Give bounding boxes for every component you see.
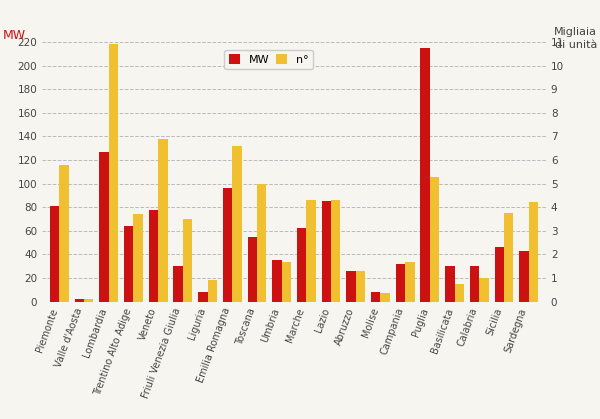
Bar (520, 251, 529, 302)
Bar (445, 266, 455, 302)
Bar (183, 219, 192, 302)
Bar (272, 260, 281, 302)
Bar (59, 165, 68, 302)
Bar (396, 264, 405, 302)
Bar (405, 261, 415, 302)
Bar (380, 293, 390, 302)
Text: Migliaia: Migliaia (554, 27, 597, 37)
Bar (100, 152, 109, 302)
Bar (331, 200, 340, 302)
Text: MW: MW (3, 29, 26, 42)
Bar (158, 139, 167, 302)
Bar (494, 247, 504, 302)
Bar (479, 278, 488, 302)
Bar (198, 292, 208, 302)
Bar (356, 271, 365, 302)
Bar (109, 44, 118, 302)
Bar (307, 200, 316, 302)
Bar (455, 284, 464, 302)
Bar (430, 176, 439, 302)
Bar (322, 201, 331, 302)
Bar (149, 210, 158, 302)
Bar (529, 202, 538, 302)
Bar (223, 188, 232, 302)
Legend: MW, n°: MW, n° (224, 50, 313, 70)
Bar (84, 299, 94, 302)
Bar (470, 266, 479, 302)
Bar (208, 280, 217, 302)
Bar (421, 48, 430, 302)
Bar (371, 292, 380, 302)
Bar (232, 146, 242, 302)
Bar (50, 206, 59, 302)
Bar (257, 184, 266, 302)
Bar (173, 266, 183, 302)
Bar (281, 261, 291, 302)
Bar (248, 237, 257, 302)
Bar (74, 299, 84, 302)
Bar (133, 214, 143, 302)
Bar (297, 228, 307, 302)
Bar (346, 271, 356, 302)
Bar (124, 226, 133, 302)
Text: di unità: di unità (554, 40, 597, 50)
Bar (504, 213, 514, 302)
